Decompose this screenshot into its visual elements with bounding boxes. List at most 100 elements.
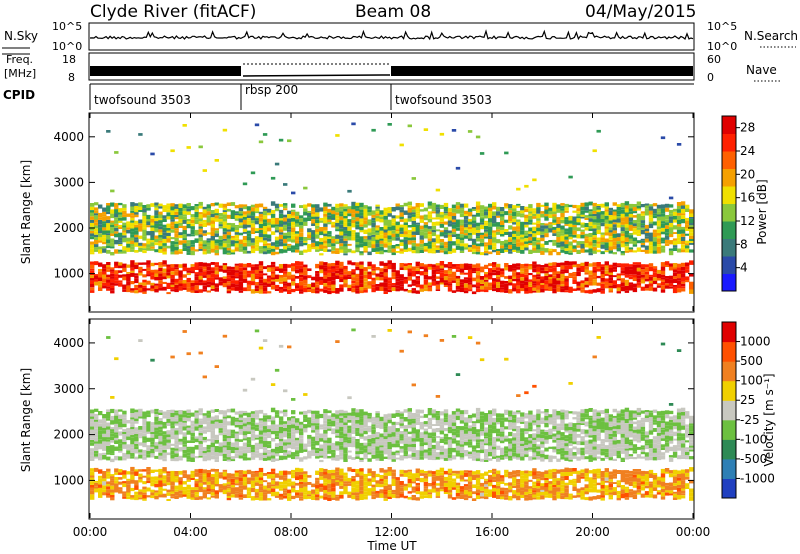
heatmap-cell — [447, 236, 453, 242]
heatmap-cell — [656, 285, 662, 288]
heatmap-cell — [190, 266, 195, 272]
heatmap-cell — [242, 182, 248, 186]
heatmap-cell — [226, 235, 232, 239]
heatmap-cell — [447, 285, 453, 288]
heatmap-cell — [564, 281, 569, 286]
heatmap-cell — [379, 227, 384, 231]
heatmap-cell — [198, 249, 203, 251]
heatmap-cell — [242, 236, 248, 240]
heatmap-cell — [508, 225, 513, 230]
heatmap-cell — [323, 226, 328, 231]
heatmap-cell — [512, 211, 517, 216]
heatmap-cell — [106, 267, 111, 270]
heatmap-cell — [455, 205, 461, 210]
heatmap-cell — [419, 215, 424, 220]
heatmap-cell — [492, 267, 497, 270]
heatmap-cell — [270, 267, 276, 270]
heatmap-cell — [102, 207, 107, 212]
heatmap-cell — [270, 277, 276, 280]
heatmap-cell — [283, 243, 288, 246]
heatmap-cell — [568, 220, 573, 224]
heatmap-cell — [90, 252, 95, 255]
heatmap-cell — [608, 285, 613, 288]
heatmap-cell — [266, 415, 272, 420]
heatmap-cell — [508, 217, 513, 222]
heatmap-cell — [371, 280, 376, 285]
heatmap-cell — [134, 491, 139, 495]
heatmap-cell — [576, 285, 581, 288]
heatmap-cell — [90, 268, 95, 271]
heatmap-cell — [668, 286, 674, 289]
heatmap-cell — [492, 211, 497, 216]
heatmap-cell — [242, 388, 248, 392]
heatmap-cell — [283, 268, 288, 272]
heatmap-cell — [479, 234, 485, 239]
heatmap-cell — [379, 286, 384, 291]
heatmap-cell — [238, 474, 244, 478]
heatmap-cell — [315, 276, 320, 278]
heatmap-cell — [411, 413, 416, 416]
heatmap-cell — [154, 285, 159, 289]
heatmap-cell — [548, 274, 553, 277]
freq-unit-label: [MHz] — [4, 67, 36, 80]
heatmap-cell — [383, 229, 388, 233]
heatmap-cell — [383, 472, 388, 476]
heatmap-cell — [122, 237, 127, 243]
heatmap-cell — [648, 206, 654, 211]
heatmap-cell — [391, 245, 396, 249]
heatmap-cell — [186, 440, 191, 443]
heatmap-cell — [556, 284, 561, 288]
heatmap-cell — [130, 487, 135, 492]
heatmap-cell — [114, 209, 119, 214]
heatmap-cell — [170, 489, 175, 492]
heatmap-cell — [576, 213, 581, 217]
heatmap-cell — [403, 428, 408, 432]
heatmap-cell — [451, 216, 457, 220]
heatmap-cell — [122, 429, 127, 432]
heatmap-cell — [130, 477, 135, 480]
heatmap-cell — [500, 248, 505, 251]
heatmap-cell — [254, 482, 260, 486]
heatmap-cell — [178, 203, 183, 208]
heatmap-cell — [387, 433, 392, 438]
heatmap-cell — [339, 288, 344, 292]
power-heatmap — [90, 122, 694, 295]
heatmap-cell — [411, 420, 416, 424]
heatmap-cell — [363, 220, 368, 225]
heatmap-cell — [110, 233, 115, 236]
heatmap-cell — [371, 484, 376, 488]
heatmap-cell — [190, 457, 195, 462]
heatmap-cell — [186, 285, 191, 288]
heatmap-cell — [419, 450, 424, 455]
heatmap-cell — [612, 224, 617, 228]
heatmap-cell — [166, 269, 171, 273]
heatmap-cell — [564, 203, 569, 208]
heatmap-cell — [146, 267, 151, 271]
heatmap-cell — [150, 262, 155, 267]
heatmap-cell — [680, 229, 686, 234]
heatmap-cell — [600, 214, 605, 217]
heatmap-cell — [431, 264, 437, 268]
heatmap-cell — [524, 184, 529, 188]
heatmap-cell — [202, 453, 207, 456]
heatmap-cell — [403, 443, 408, 447]
heatmap-cell — [126, 243, 131, 248]
heatmap-cell — [660, 225, 666, 228]
heatmap-cell — [270, 176, 276, 180]
heatmap-cell — [479, 242, 485, 247]
heatmap-cell — [600, 234, 605, 238]
heatmap-cell — [568, 272, 573, 277]
heatmap-cell — [347, 396, 352, 400]
heatmap-cell — [182, 440, 187, 445]
heatmap-cell — [102, 271, 107, 275]
heatmap-cell — [560, 262, 565, 266]
heatmap-cell — [520, 245, 525, 250]
heatmap-cell — [640, 274, 646, 278]
heatmap-cell — [359, 275, 364, 280]
heatmap-cell — [447, 247, 453, 252]
heatmap-cell — [270, 480, 276, 485]
heatmap-cell — [399, 440, 404, 444]
heatmap-cell — [652, 208, 658, 214]
heatmap-cell — [250, 496, 256, 501]
heatmap-cell — [339, 231, 344, 236]
